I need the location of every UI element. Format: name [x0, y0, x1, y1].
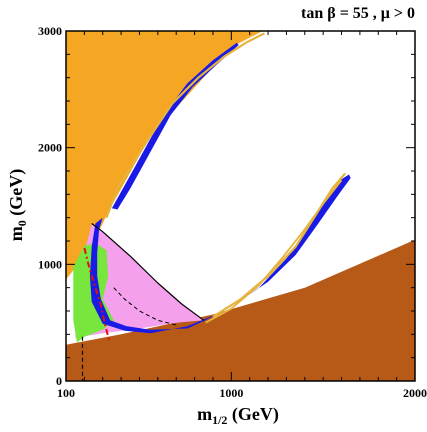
line-gold-lower: [212, 172, 347, 318]
region-blue-upper: [111, 42, 239, 210]
x-axis-title-unit: (GeV): [227, 404, 278, 425]
plot-frame: [65, 30, 416, 382]
plot-area: [66, 31, 415, 381]
y-axis-title-main: m: [6, 226, 26, 241]
y-tick-label: 0: [56, 374, 62, 388]
region-orange: [66, 31, 263, 280]
y-axis-title-unit: (GeV): [6, 169, 27, 220]
line-black-dashed-diag: [113, 287, 177, 326]
line-red-dashdot: [83, 247, 112, 343]
y-tick-label: 3000: [38, 24, 62, 38]
line-gold-upper: [105, 32, 265, 219]
chart-title: tan β = 55 , μ > 0: [301, 5, 415, 22]
y-tick-label: 1000: [38, 257, 62, 271]
x-axis-title: m1/2 (GeV): [197, 404, 279, 427]
line-gold-lower-2: [205, 179, 343, 324]
region-brown: [66, 239, 415, 381]
x-tick-label: 1000: [219, 386, 243, 400]
x-axis-title-sub: 1/2: [212, 413, 227, 427]
y-axis-title: m0 (GeV): [6, 169, 29, 241]
ticks: [65, 30, 416, 382]
x-tick-label: 100: [57, 386, 75, 400]
line-black-boundary: [91, 223, 205, 321]
tick-labels: 100 1000 2000 0 1000 2000 3000: [38, 24, 427, 400]
y-axis-title-sub: 0: [15, 220, 29, 226]
x-axis-title-main: m: [197, 404, 212, 424]
x-tick-label: 2000: [403, 386, 427, 400]
y-tick-label: 2000: [38, 141, 62, 155]
